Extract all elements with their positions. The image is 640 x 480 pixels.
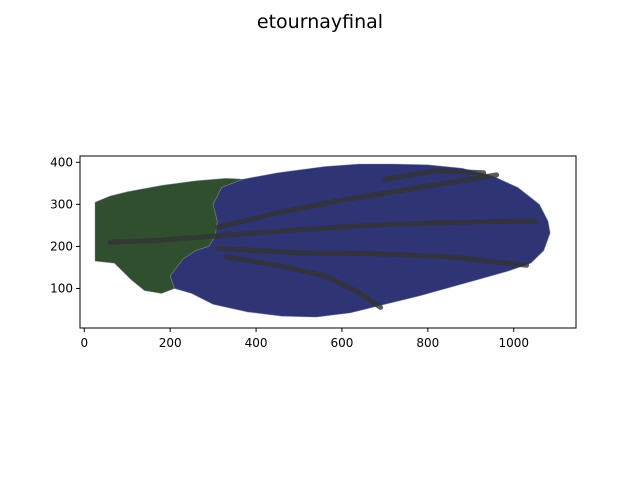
x-tick-label: 400: [245, 336, 268, 350]
x-axis: 0 200 400 600 800 1000: [80, 328, 529, 350]
plot-area: [94, 163, 551, 318]
y-axis: 100 200 300 400: [50, 155, 80, 295]
x-tick-label: 1000: [498, 336, 529, 350]
x-tick-label: 200: [159, 336, 182, 350]
wing-vein-3: [214, 246, 530, 268]
y-tick-label: 100: [50, 281, 73, 295]
x-tick-label: 600: [331, 336, 354, 350]
wing-vein-4: [223, 254, 384, 310]
x-tick-label: 800: [416, 336, 439, 350]
wing-vein-6: [382, 168, 487, 182]
y-tick-label: 200: [50, 239, 73, 253]
y-tick-label: 400: [50, 155, 73, 169]
chart-title: etournayfinal: [257, 11, 383, 33]
wing-vein-1: [107, 233, 220, 245]
x-tick-label: 0: [80, 336, 88, 350]
wing-vein-5: [214, 172, 500, 230]
y-tick-label: 300: [50, 197, 73, 211]
wing-region-2: [169, 163, 551, 318]
axes-frame: [79, 155, 577, 329]
wing-vein-2: [214, 218, 538, 239]
